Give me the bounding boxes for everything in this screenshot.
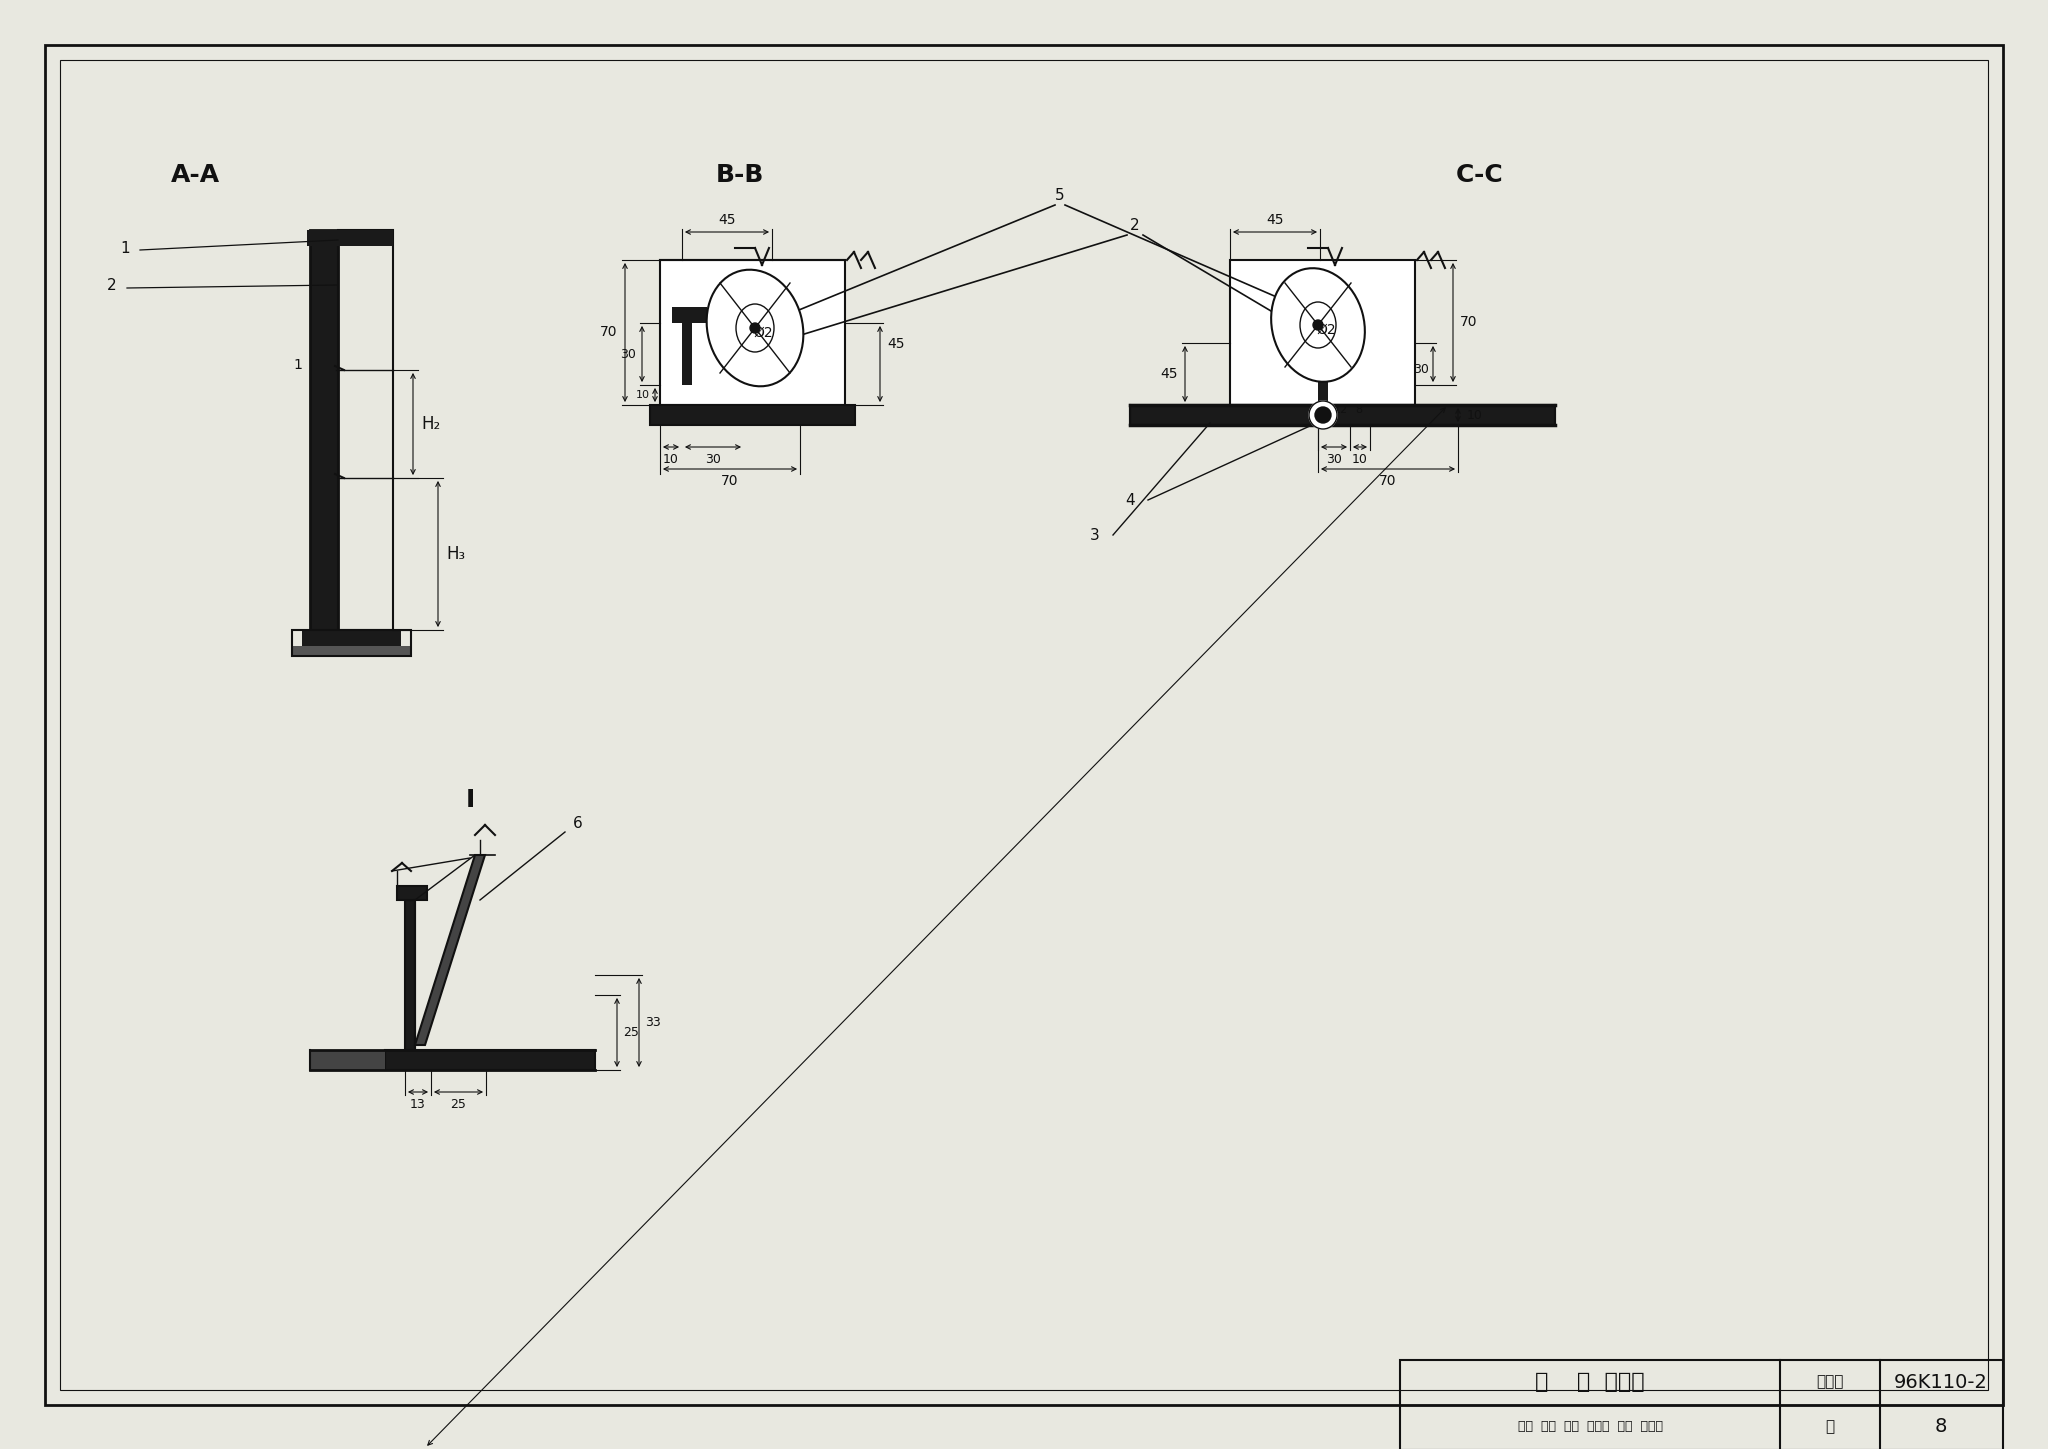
Ellipse shape (1300, 301, 1335, 348)
Bar (682, 323, 692, 385)
Bar (293, 646, 412, 656)
Polygon shape (416, 855, 485, 1045)
Bar (309, 1051, 385, 1069)
Text: 45: 45 (719, 213, 735, 227)
Text: 页: 页 (1825, 1420, 1835, 1435)
Text: H₂: H₂ (422, 414, 440, 433)
Text: 1: 1 (293, 358, 303, 372)
Bar (649, 406, 854, 425)
Text: 70: 70 (600, 325, 618, 339)
Bar (397, 885, 426, 900)
Bar (1309, 327, 1343, 343)
Bar (1319, 343, 1327, 406)
Text: 图集号: 图集号 (1817, 1375, 1843, 1390)
Bar (293, 630, 412, 656)
Text: 审制  心略  校对  绘发也  设计  彩名字: 审制 心略 校对 绘发也 设计 彩名字 (1518, 1420, 1663, 1433)
Text: 70: 70 (1460, 314, 1479, 329)
Bar (309, 230, 338, 630)
Ellipse shape (735, 304, 774, 352)
Text: Ø2: Ø2 (1317, 323, 1335, 338)
Text: 8: 8 (1356, 406, 1362, 414)
Text: 3: 3 (1090, 527, 1100, 542)
Text: 2: 2 (1130, 217, 1141, 232)
Text: B-B: B-B (717, 162, 764, 187)
Text: 5: 5 (1055, 187, 1065, 203)
Text: 13: 13 (410, 1097, 426, 1110)
Bar (649, 406, 854, 425)
Bar (385, 1051, 596, 1069)
Text: 2: 2 (106, 278, 117, 293)
Text: 6: 6 (573, 816, 584, 830)
Text: 70: 70 (721, 474, 739, 488)
Bar (301, 630, 401, 648)
Text: 30: 30 (1325, 452, 1341, 465)
Text: 10: 10 (637, 390, 649, 400)
Text: 45: 45 (887, 338, 905, 351)
Circle shape (1309, 401, 1337, 429)
Text: C-C: C-C (1456, 162, 1503, 187)
Text: A-A: A-A (170, 162, 219, 187)
Bar (397, 885, 426, 900)
Text: 30: 30 (705, 452, 721, 465)
Text: 8: 8 (1935, 1417, 1948, 1436)
Text: 70: 70 (1378, 474, 1397, 488)
Text: 10: 10 (1352, 452, 1368, 465)
Bar (307, 230, 393, 246)
Bar (672, 307, 707, 323)
Text: 4: 4 (1124, 493, 1135, 507)
Text: 10: 10 (664, 452, 680, 465)
Ellipse shape (1272, 268, 1364, 381)
Circle shape (1313, 320, 1323, 330)
Text: 10: 10 (1466, 409, 1483, 422)
Bar (1401, 1361, 2003, 1449)
Text: 12: 12 (1333, 406, 1348, 414)
Text: 30: 30 (621, 348, 637, 361)
Bar (1231, 259, 1415, 406)
Text: Ø2: Ø2 (754, 326, 772, 341)
Text: 33: 33 (645, 1016, 662, 1029)
Bar (406, 900, 416, 1051)
Text: 单    壳  （二）: 单 壳 （二） (1536, 1372, 1645, 1392)
Bar (309, 230, 338, 630)
Circle shape (1317, 409, 1329, 422)
Text: 45: 45 (1161, 367, 1178, 381)
Bar (406, 900, 416, 1051)
Bar (659, 259, 846, 406)
Text: 45: 45 (1266, 213, 1284, 227)
Bar (1130, 406, 1554, 425)
Text: 30: 30 (1413, 362, 1430, 375)
Bar (385, 1051, 596, 1069)
Text: I: I (465, 788, 475, 811)
Text: H₃: H₃ (446, 545, 465, 564)
Circle shape (750, 323, 760, 333)
Ellipse shape (707, 270, 803, 387)
Text: 96K110-2: 96K110-2 (1894, 1372, 1989, 1391)
Circle shape (1315, 407, 1331, 423)
Bar (1130, 406, 1554, 425)
Text: 1: 1 (121, 241, 129, 255)
Text: 25: 25 (623, 1026, 639, 1039)
Text: 25: 25 (451, 1097, 467, 1110)
Bar (338, 230, 393, 630)
